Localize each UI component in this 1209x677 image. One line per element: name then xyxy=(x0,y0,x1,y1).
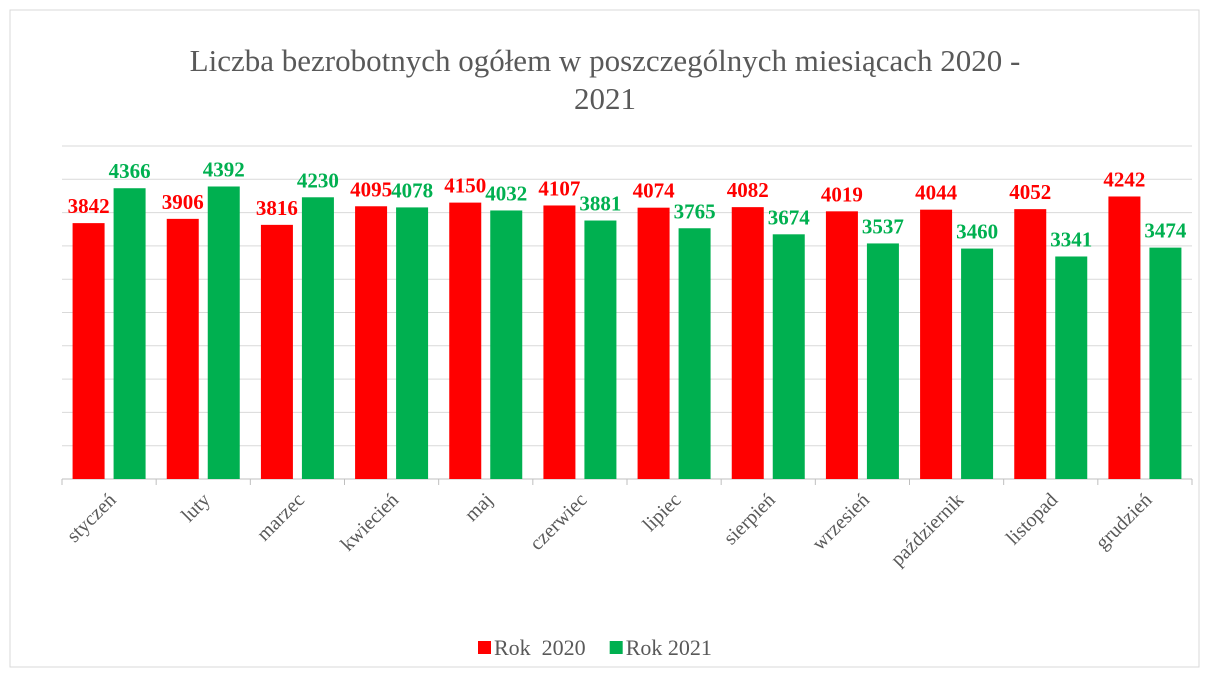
bar xyxy=(920,209,953,479)
value-label: 4230 xyxy=(297,168,339,192)
value-label: 3474 xyxy=(1144,219,1187,243)
bar xyxy=(490,210,523,479)
legend-label: Rok 2021 xyxy=(626,635,712,660)
value-label: 3674 xyxy=(768,205,811,229)
value-label: 3906 xyxy=(162,190,204,214)
value-label: 3537 xyxy=(862,214,904,238)
bar xyxy=(637,207,670,479)
x-tick-label: październik xyxy=(887,489,969,571)
value-label: 4019 xyxy=(821,182,863,206)
bar xyxy=(678,228,711,479)
bar xyxy=(207,186,240,479)
value-label: 4032 xyxy=(485,181,527,205)
chart-border xyxy=(9,9,1200,668)
bar xyxy=(72,223,105,479)
x-tick-label: czerwiec xyxy=(526,489,592,555)
bar xyxy=(1108,196,1141,480)
value-label: 4107 xyxy=(538,176,580,200)
value-label: 4242 xyxy=(1103,167,1145,191)
value-label: 4078 xyxy=(391,178,433,202)
value-label: 3816 xyxy=(256,196,298,220)
x-tick-label: lipiec xyxy=(639,489,686,536)
value-label: 3842 xyxy=(68,194,110,218)
x-tick-label: styczeń xyxy=(63,489,121,547)
value-label: 4044 xyxy=(915,181,958,205)
value-label: 4052 xyxy=(1009,180,1051,204)
value-label: 4150 xyxy=(444,174,486,198)
bar xyxy=(355,206,388,479)
bar xyxy=(1055,256,1088,479)
x-tick-label: sierpień xyxy=(719,489,779,549)
bar xyxy=(449,202,482,480)
chart-title: Liczba bezrobotnych ogółem w poszczególn… xyxy=(189,43,1021,116)
bar xyxy=(396,207,429,479)
value-label: 3341 xyxy=(1050,227,1092,251)
x-tick-label: kwiecień xyxy=(337,489,404,556)
bar xyxy=(1149,247,1182,479)
x-tick-label: luty xyxy=(177,489,215,527)
x-tick-label: grudzień xyxy=(1091,489,1156,554)
x-tick-label: marzec xyxy=(253,489,309,545)
value-label: 3460 xyxy=(956,220,998,244)
bar xyxy=(166,218,199,479)
bar xyxy=(866,243,899,479)
bar xyxy=(772,234,805,479)
value-label: 4366 xyxy=(109,159,151,183)
x-tick-label: listopad xyxy=(1002,489,1062,549)
x-tick-label: wrzesień xyxy=(808,489,874,555)
value-label: 4095 xyxy=(350,177,392,201)
bar xyxy=(113,188,146,479)
value-label: 4074 xyxy=(633,179,676,203)
legend-swatch xyxy=(609,641,623,654)
bar xyxy=(301,197,334,480)
bar xyxy=(961,248,994,479)
x-tick-label: maj xyxy=(461,489,498,526)
value-label: 4392 xyxy=(203,157,245,181)
bar xyxy=(825,211,858,479)
legend-label: Rok 2020 xyxy=(494,635,586,660)
value-label: 3765 xyxy=(674,199,716,223)
bar xyxy=(260,224,293,479)
value-label: 4082 xyxy=(727,178,769,202)
bar xyxy=(1014,209,1047,480)
bar xyxy=(543,205,576,479)
legend-swatch xyxy=(478,641,491,654)
value-label: 3881 xyxy=(579,192,621,216)
bar xyxy=(731,207,764,479)
bar xyxy=(584,220,617,480)
